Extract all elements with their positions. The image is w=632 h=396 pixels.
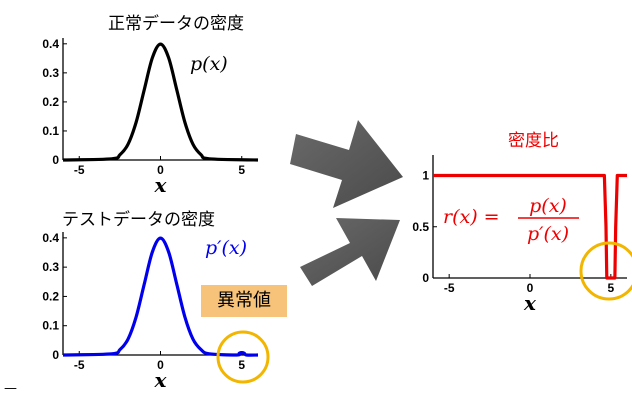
x-axis-label: x [154, 173, 168, 197]
formula-annotation: p(x) [190, 53, 228, 75]
outlier-highlight-circle [216, 330, 270, 384]
y-tick-label: 0.3 [42, 66, 59, 80]
x-tick-label: 5 [238, 163, 245, 177]
ratio-numerator: p(x) [529, 195, 567, 217]
x-tick-label: -5 [74, 358, 85, 372]
arrow-top [290, 120, 403, 208]
x-tick-label: 5 [607, 281, 614, 295]
y-tick-label: 0 [52, 348, 59, 362]
y-tick-label: 0 [52, 153, 59, 167]
y-tick-label: 0.1 [42, 124, 59, 138]
ratio-lhs: r(x) = [443, 206, 500, 228]
outlier-badge: 異常値 [201, 285, 287, 317]
x-tick-label: 0 [157, 163, 164, 177]
y-tick-label: 0.2 [42, 289, 59, 303]
ratio-title: 密度比 [508, 131, 559, 151]
x-axis-label: x [523, 291, 537, 315]
x-tick-label: 0 [527, 281, 534, 295]
y-tick-label: 0.3 [42, 260, 59, 274]
normal-density-chart: 0 0.1 0.2 0.3 0.4 -5 0 5 x p(x) [42, 37, 259, 197]
x-axis-label: x [154, 368, 168, 391]
x-tick-label: 5 [238, 358, 245, 372]
series-line [62, 236, 259, 357]
y-tick-label: 0.2 [42, 95, 59, 109]
density-ratio-chart: 0 0.5 1 -5 0 5 x r(x) = p(x) p′(x) [412, 155, 627, 315]
y-tick-label: 0 [422, 271, 429, 285]
test-density-title: テストデータの密度 [62, 210, 215, 230]
y-tick-label: 1 [422, 169, 429, 183]
ratio-dip-highlight-circle [579, 241, 632, 301]
footer-mark: — [4, 381, 17, 396]
series-line [432, 173, 627, 280]
arrow-bottom [300, 218, 400, 286]
y-tick-label: 0.4 [42, 231, 59, 245]
y-tick-label: 0.4 [42, 37, 59, 51]
test-density-chart: 0 0.1 0.2 0.3 0.4 -5 0 5 x p′(x) [42, 231, 259, 391]
x-tick-label: -5 [74, 163, 85, 177]
series-line [62, 42, 259, 162]
x-tick-label: 0 [157, 358, 164, 372]
normal-density-title: 正常データの密度 [108, 14, 244, 34]
y-tick-label: 0.5 [412, 220, 429, 234]
formula-annotation: p′(x) [205, 237, 247, 259]
y-tick-label: 0.1 [42, 319, 59, 333]
x-tick-label: -5 [444, 281, 455, 295]
ratio-denominator: p′(x) [527, 223, 569, 245]
